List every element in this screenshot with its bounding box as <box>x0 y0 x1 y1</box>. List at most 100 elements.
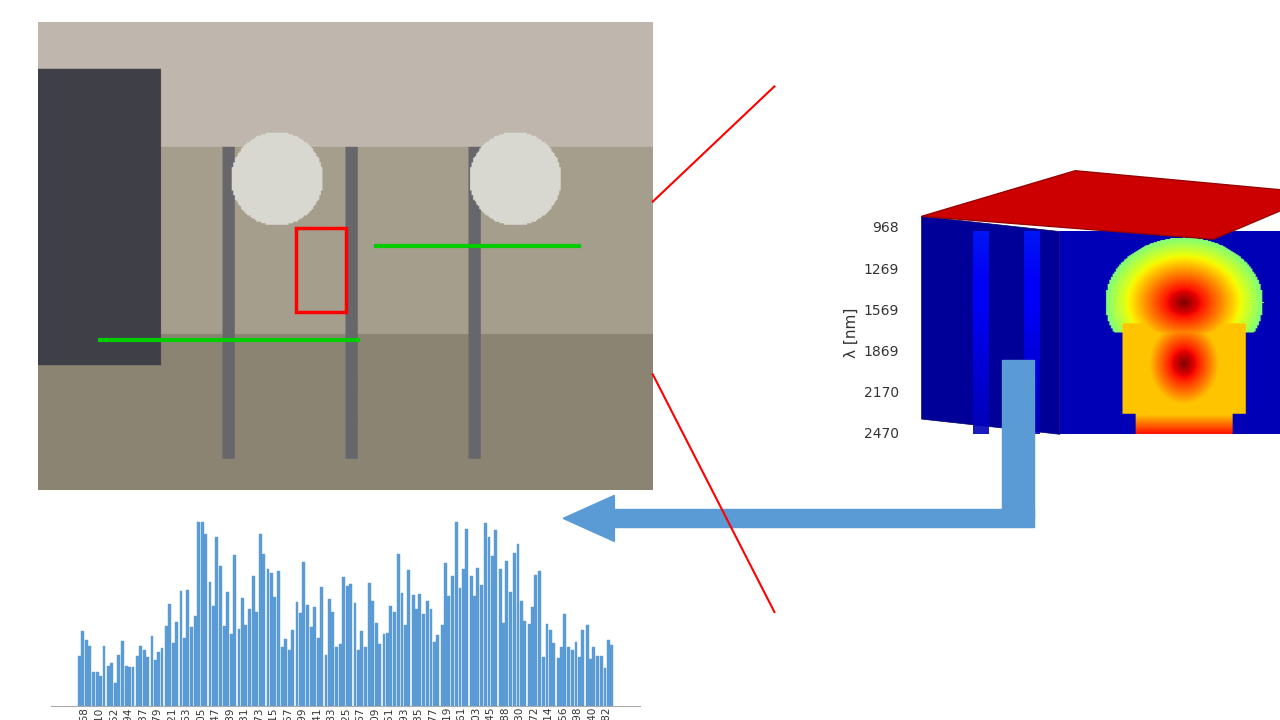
Bar <box>563 613 566 706</box>
Bar <box>604 667 607 706</box>
Bar <box>256 613 259 706</box>
Bar <box>561 647 563 706</box>
Bar <box>195 616 197 706</box>
Bar <box>88 647 91 706</box>
Bar <box>426 601 429 706</box>
Bar <box>575 642 577 706</box>
Bar <box>332 612 334 706</box>
Bar <box>187 590 189 706</box>
Bar <box>116 655 120 706</box>
Bar <box>259 534 261 706</box>
Bar <box>201 522 204 706</box>
Bar <box>219 566 221 706</box>
Bar <box>288 649 291 706</box>
Bar <box>419 594 421 706</box>
Bar <box>128 667 131 706</box>
Bar <box>480 585 483 706</box>
Bar <box>270 573 273 706</box>
Bar <box>393 612 396 706</box>
Bar <box>204 534 207 706</box>
Bar <box>160 648 164 706</box>
Bar <box>92 672 95 706</box>
Bar <box>291 630 294 706</box>
Text: 1569: 1569 <box>864 304 900 318</box>
Bar <box>328 598 330 706</box>
Polygon shape <box>922 216 1060 434</box>
Bar <box>415 609 417 706</box>
Bar <box>325 654 328 706</box>
Bar <box>422 614 425 706</box>
Bar <box>571 649 575 706</box>
Bar <box>84 640 87 706</box>
Bar <box>300 613 302 706</box>
Bar <box>531 607 534 706</box>
Bar <box>579 657 581 706</box>
Bar <box>412 595 415 706</box>
Bar <box>397 554 401 706</box>
Bar <box>430 609 433 706</box>
Bar <box>476 568 479 706</box>
Bar <box>132 667 134 706</box>
Bar <box>567 647 570 706</box>
Bar <box>122 641 124 706</box>
Text: 968: 968 <box>873 221 900 235</box>
Bar <box>383 634 385 706</box>
Bar <box>339 644 342 706</box>
Bar <box>189 627 192 706</box>
Bar <box>364 647 366 706</box>
Bar <box>474 596 476 706</box>
Bar <box>136 656 138 706</box>
Bar <box>306 605 308 706</box>
Bar <box>108 666 110 706</box>
Bar <box>466 529 468 706</box>
Bar <box>589 659 591 706</box>
Bar <box>154 660 156 706</box>
Bar <box>212 606 215 706</box>
Bar <box>317 638 320 706</box>
Bar <box>114 683 116 706</box>
Bar <box>227 593 229 706</box>
Bar <box>361 631 364 706</box>
Bar <box>586 625 589 706</box>
Bar <box>146 657 148 706</box>
Bar <box>169 604 172 706</box>
Bar <box>297 228 346 312</box>
Bar <box>600 655 603 706</box>
Bar <box>387 633 389 706</box>
Bar <box>451 577 453 706</box>
Bar <box>517 544 520 706</box>
Bar <box>513 553 516 706</box>
Bar <box>157 652 160 706</box>
Bar <box>262 554 265 706</box>
Bar <box>509 592 512 706</box>
Bar <box>334 647 338 706</box>
Bar <box>389 606 392 706</box>
Bar <box>100 676 102 706</box>
Bar <box>527 624 531 706</box>
Bar <box>436 635 439 706</box>
Bar <box>458 588 461 706</box>
Bar <box>282 647 284 706</box>
Bar <box>140 646 142 706</box>
Bar <box>343 577 346 706</box>
Bar <box>82 631 84 706</box>
Bar <box>276 571 279 706</box>
Bar <box>535 575 538 706</box>
Bar <box>284 639 287 706</box>
Bar <box>357 650 360 706</box>
Bar <box>401 593 403 706</box>
Bar <box>223 626 225 706</box>
Bar <box>151 636 154 706</box>
Bar <box>520 600 522 706</box>
Bar <box>96 672 99 706</box>
Bar <box>502 624 504 706</box>
Bar <box>444 563 447 706</box>
Bar <box>125 666 128 706</box>
Bar <box>244 625 247 706</box>
Bar <box>581 630 584 706</box>
Bar <box>296 602 298 706</box>
Bar <box>494 530 497 706</box>
Bar <box>353 603 357 706</box>
Bar <box>456 522 458 706</box>
Bar <box>543 657 545 706</box>
